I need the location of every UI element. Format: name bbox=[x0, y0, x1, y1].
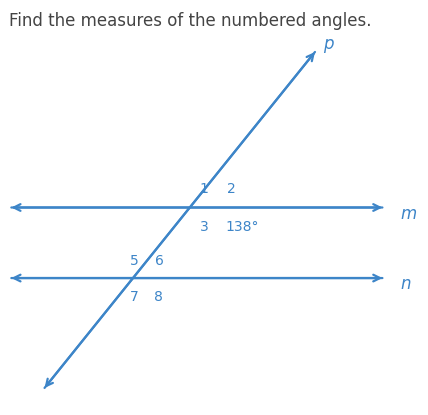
Text: n: n bbox=[400, 275, 411, 293]
Text: 5: 5 bbox=[130, 254, 138, 268]
Text: 8: 8 bbox=[154, 290, 163, 304]
Text: 3: 3 bbox=[200, 220, 208, 234]
Text: 2: 2 bbox=[227, 182, 235, 196]
Text: 1: 1 bbox=[200, 182, 208, 196]
Text: m: m bbox=[400, 205, 416, 223]
Text: 7: 7 bbox=[130, 290, 138, 304]
Text: 6: 6 bbox=[155, 254, 164, 268]
Text: Find the measures of the numbered angles.: Find the measures of the numbered angles… bbox=[9, 12, 371, 30]
Text: 138°: 138° bbox=[225, 220, 259, 234]
Text: p: p bbox=[323, 34, 334, 53]
